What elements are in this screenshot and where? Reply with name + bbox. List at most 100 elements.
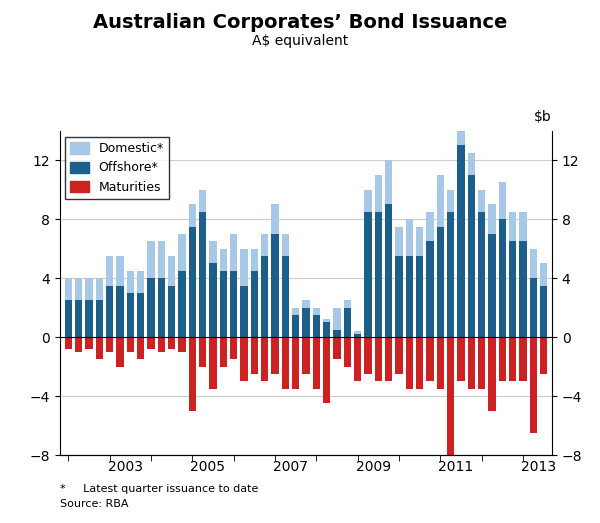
Bar xyxy=(137,337,144,359)
Bar xyxy=(457,337,464,381)
Text: Source: RBA: Source: RBA xyxy=(60,499,128,509)
Bar xyxy=(530,337,537,433)
Bar xyxy=(416,256,424,337)
Bar xyxy=(168,337,175,349)
Bar xyxy=(364,190,371,212)
Bar xyxy=(520,337,527,381)
Bar xyxy=(168,256,175,286)
Bar xyxy=(65,278,72,300)
Bar xyxy=(158,241,165,278)
Bar xyxy=(230,337,237,359)
Bar xyxy=(323,320,330,322)
Bar xyxy=(530,278,537,337)
Bar xyxy=(178,271,185,337)
Bar xyxy=(334,337,341,359)
Bar xyxy=(416,226,424,256)
Bar xyxy=(116,337,124,367)
Bar xyxy=(199,190,206,212)
Bar xyxy=(209,337,217,389)
Bar xyxy=(354,334,361,337)
Bar xyxy=(354,331,361,334)
Bar xyxy=(137,293,144,337)
Bar xyxy=(271,234,278,337)
Bar xyxy=(220,271,227,337)
Bar xyxy=(344,300,351,308)
Bar xyxy=(148,337,155,349)
Bar xyxy=(344,337,351,367)
Bar xyxy=(530,248,537,278)
Bar xyxy=(85,337,92,349)
Bar xyxy=(199,212,206,337)
Bar xyxy=(158,278,165,337)
Bar xyxy=(375,337,382,381)
Bar xyxy=(127,293,134,337)
Bar xyxy=(323,337,330,403)
Bar xyxy=(302,300,310,308)
Bar xyxy=(385,337,392,381)
Bar xyxy=(75,337,82,352)
Bar xyxy=(282,234,289,256)
Text: *     Latest quarter issuance to date: * Latest quarter issuance to date xyxy=(60,484,259,494)
Bar xyxy=(116,256,124,286)
Text: $b: $b xyxy=(534,110,552,124)
Bar xyxy=(199,337,206,367)
Bar xyxy=(457,145,464,337)
Bar xyxy=(137,271,144,293)
Bar xyxy=(241,248,248,286)
Bar xyxy=(178,337,185,352)
Bar xyxy=(302,308,310,337)
Bar xyxy=(302,337,310,374)
Bar xyxy=(520,241,527,337)
Bar xyxy=(271,204,278,234)
Bar xyxy=(509,241,517,337)
Bar xyxy=(447,190,454,212)
Bar xyxy=(509,337,517,381)
Bar xyxy=(313,315,320,337)
Bar xyxy=(75,300,82,337)
Bar xyxy=(75,278,82,300)
Text: Australian Corporates’ Bond Issuance: Australian Corporates’ Bond Issuance xyxy=(93,13,507,32)
Bar xyxy=(406,256,413,337)
Text: A$ equivalent: A$ equivalent xyxy=(252,34,348,48)
Bar xyxy=(85,278,92,300)
Bar xyxy=(241,286,248,337)
Bar xyxy=(427,241,434,337)
Bar xyxy=(251,248,258,271)
Bar xyxy=(375,212,382,337)
Bar xyxy=(282,256,289,337)
Bar xyxy=(509,212,517,241)
Bar xyxy=(478,337,485,389)
Bar xyxy=(106,337,113,352)
Bar xyxy=(188,337,196,411)
Bar xyxy=(457,123,464,145)
Bar xyxy=(468,175,475,337)
Bar xyxy=(540,286,547,337)
Bar xyxy=(148,241,155,278)
Bar xyxy=(488,204,496,234)
Bar xyxy=(427,212,434,241)
Bar xyxy=(334,329,341,337)
Bar xyxy=(65,337,72,349)
Bar xyxy=(437,226,444,337)
Bar xyxy=(499,337,506,381)
Bar xyxy=(95,337,103,359)
Bar xyxy=(540,264,547,286)
Bar xyxy=(251,337,258,374)
Bar xyxy=(116,286,124,337)
Bar xyxy=(220,248,227,271)
Bar xyxy=(158,337,165,352)
Bar xyxy=(375,175,382,212)
Bar xyxy=(323,322,330,337)
Bar xyxy=(354,337,361,381)
Bar xyxy=(261,256,268,337)
Bar xyxy=(499,183,506,219)
Bar xyxy=(478,212,485,337)
Bar xyxy=(488,234,496,337)
Legend: Domestic*, Offshore*, Maturities: Domestic*, Offshore*, Maturities xyxy=(65,137,169,199)
Bar xyxy=(241,337,248,381)
Bar xyxy=(447,212,454,337)
Bar xyxy=(364,337,371,374)
Bar xyxy=(488,337,496,411)
Bar xyxy=(406,219,413,256)
Bar xyxy=(468,337,475,389)
